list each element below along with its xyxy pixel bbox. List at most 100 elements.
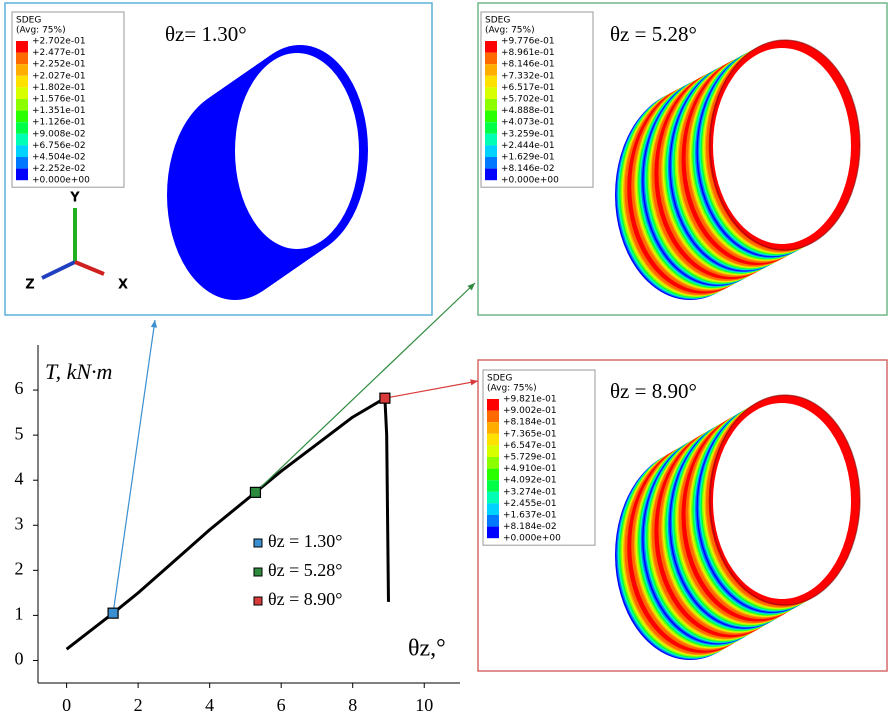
legend-swatch (16, 99, 28, 111)
legend-level: +1.126e-01 (32, 118, 86, 128)
legend-level: +8.184e-02 (503, 522, 557, 532)
x-tick-label: 10 (415, 695, 433, 715)
legend-level: +9.776e-01 (501, 37, 555, 47)
arrow-head (151, 320, 157, 328)
legend-swatch (485, 99, 497, 111)
pointer-arrow (113, 320, 155, 613)
legend-swatch (16, 41, 28, 53)
legend-label: θz = 1.30° (268, 531, 342, 551)
legend-swatch (487, 469, 499, 481)
x-tick-label: 0 (62, 695, 71, 715)
legend-swatch (487, 399, 499, 411)
legend-swatch (487, 515, 499, 527)
legend-swatch (487, 503, 499, 515)
legend-subtitle: (Avg: 75%) (485, 26, 535, 36)
legend-swatch (16, 87, 28, 99)
legend-level: +2.477e-01 (32, 48, 86, 58)
triad-label: Y (69, 191, 80, 206)
panel-title: θz = 8.90° (610, 379, 697, 403)
point-marker (250, 487, 260, 497)
legend-swatch (485, 87, 497, 99)
x-tick-label: 2 (134, 695, 143, 715)
legend-swatch (485, 41, 497, 53)
triad-label: Z (25, 278, 34, 293)
legend-swatch (16, 134, 28, 146)
legend-level: +2.702e-01 (32, 37, 86, 47)
legend-swatch (16, 64, 28, 76)
triad-label: X (118, 278, 128, 293)
legend-level: +2.252e-02 (32, 164, 86, 174)
legend-level: +5.702e-01 (501, 95, 555, 105)
legend-swatch (485, 122, 497, 134)
legend-level: +9.821e-01 (503, 395, 557, 405)
legend-level: +1.576e-01 (32, 95, 86, 105)
legend-level: +3.259e-01 (501, 129, 555, 139)
legend-level: +6.517e-01 (501, 83, 555, 93)
legend-level: +3.274e-01 (503, 487, 557, 497)
legend-level: +1.802e-01 (32, 83, 86, 93)
point-marker (108, 608, 118, 618)
legend-swatch (487, 480, 499, 492)
legend-marker (254, 539, 262, 547)
legend-level: +0.000e+00 (501, 176, 559, 186)
legend-marker (254, 568, 262, 576)
x-tick-label: 8 (348, 695, 357, 715)
y-tick-label: 0 (15, 649, 24, 669)
legend-swatch (485, 64, 497, 76)
legend-swatch (485, 76, 497, 88)
x-tick-label: 6 (277, 695, 286, 715)
legend-marker (254, 597, 262, 605)
legend-level: +4.504e-02 (32, 153, 86, 163)
legend-swatch (485, 169, 497, 181)
legend-level: +8.961e-01 (501, 48, 555, 58)
legend-swatch (485, 134, 497, 146)
y-axis-label: T, kN·m (45, 359, 112, 384)
legend-swatch (485, 111, 497, 123)
legend-swatch (16, 53, 28, 65)
legend-swatch (485, 53, 497, 65)
point-marker (380, 393, 390, 403)
legend-level: +8.146e-01 (501, 60, 555, 70)
x-tick-label: 4 (205, 695, 214, 715)
legend-level: +2.455e-01 (503, 499, 557, 509)
legend-level: +7.332e-01 (501, 71, 555, 81)
legend-level: +1.637e-01 (503, 511, 557, 521)
legend-level: +6.547e-01 (503, 441, 557, 451)
legend-level: +4.073e-01 (501, 118, 555, 128)
panel-title: θz = 5.28° (610, 22, 697, 46)
legend-level: +0.000e+00 (503, 534, 561, 544)
legend-level: +1.351e-01 (32, 106, 86, 116)
legend-swatch (487, 492, 499, 504)
legend-level: +6.756e-02 (32, 141, 86, 151)
y-tick-label: 4 (15, 468, 24, 488)
legend-subtitle: (Avg: 75%) (487, 384, 537, 394)
y-tick-label: 1 (15, 604, 24, 624)
legend-level: +4.092e-01 (503, 476, 557, 486)
legend-level: +8.146e-02 (501, 164, 555, 174)
x-axis-label: θz,° (408, 636, 446, 662)
legend-level: +9.008e-02 (32, 129, 86, 139)
legend-swatch (487, 434, 499, 446)
legend-swatch (16, 157, 28, 169)
legend-swatch (487, 411, 499, 423)
legend-swatch (16, 122, 28, 134)
legend-swatch (487, 422, 499, 434)
legend-swatch (485, 157, 497, 169)
panel-title: θz= 1.30° (165, 22, 247, 46)
legend-title: SDEG (16, 16, 41, 26)
legend-swatch (16, 169, 28, 181)
arrow-head (470, 379, 478, 385)
legend-swatch (16, 145, 28, 157)
ring-opening (713, 403, 851, 599)
legend-swatch (487, 527, 499, 539)
legend-title: SDEG (485, 16, 510, 26)
y-tick-label: 5 (15, 423, 24, 443)
legend-swatch (16, 111, 28, 123)
figure: T, kN·m θz,° θz= 1.30°SDEG(Avg: 75%)+2.7… (0, 0, 889, 719)
legend-level: +5.729e-01 (503, 453, 557, 463)
y-tick-label: 3 (15, 513, 24, 533)
legend-level: +9.002e-01 (503, 406, 557, 416)
legend-level: +4.888e-01 (501, 106, 555, 116)
legend-level: +0.000e+00 (32, 176, 90, 186)
legend-level: +2.027e-01 (32, 71, 86, 81)
